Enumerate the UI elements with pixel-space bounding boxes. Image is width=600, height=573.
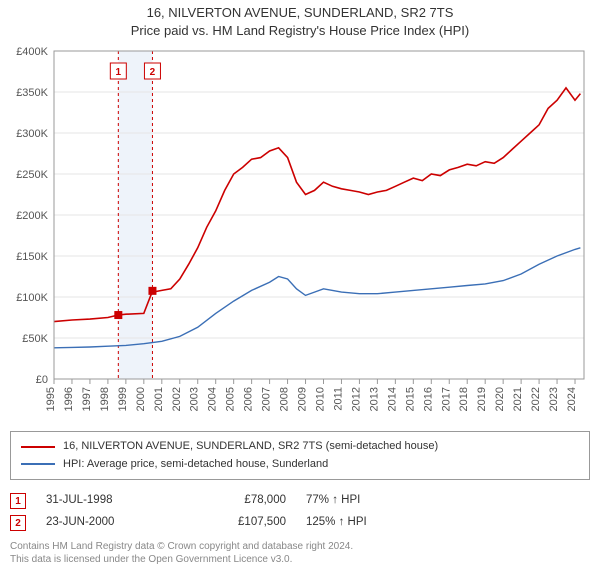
svg-text:2008: 2008 [279,387,291,411]
footer: Contains HM Land Registry data © Crown c… [10,540,590,567]
sale-hpi: 125% ↑ HPI [306,512,406,534]
sale-price: £78,000 [196,490,286,512]
sales-list: 1 31-JUL-1998 £78,000 77% ↑ HPI 2 23-JUN… [10,490,590,534]
svg-text:£100K: £100K [16,292,48,304]
svg-text:2001: 2001 [153,387,165,411]
legend-label-hpi: HPI: Average price, semi-detached house,… [63,456,328,474]
chart-title: 16, NILVERTON AVENUE, SUNDERLAND, SR2 7T… [10,4,590,39]
svg-text:1995: 1995 [45,387,57,411]
svg-text:£300K: £300K [16,128,48,140]
svg-text:1997: 1997 [81,387,93,411]
legend-swatch-property [21,446,55,448]
svg-text:2014: 2014 [386,387,398,411]
svg-text:2012: 2012 [350,387,362,411]
svg-text:2019: 2019 [476,387,488,411]
footer-line1: Contains HM Land Registry data © Crown c… [10,541,353,552]
svg-text:2024: 2024 [566,387,578,411]
legend: 16, NILVERTON AVENUE, SUNDERLAND, SR2 7T… [10,431,590,480]
sale-row: 2 23-JUN-2000 £107,500 125% ↑ HPI [10,512,590,534]
svg-text:2023: 2023 [548,387,560,411]
svg-text:1: 1 [116,67,122,78]
svg-text:2005: 2005 [225,387,237,411]
svg-text:2017: 2017 [440,387,452,411]
title-line1: 16, NILVERTON AVENUE, SUNDERLAND, SR2 7T… [147,5,454,20]
svg-text:2010: 2010 [314,387,326,411]
sale-date: 31-JUL-1998 [46,490,176,512]
sale-date: 23-JUN-2000 [46,512,176,534]
legend-row-hpi: HPI: Average price, semi-detached house,… [21,456,579,474]
svg-text:2006: 2006 [243,387,255,411]
svg-text:2016: 2016 [422,387,434,411]
svg-text:1999: 1999 [117,387,129,411]
svg-text:2020: 2020 [494,387,506,411]
price-chart: £0 £50K £100K £150K £200K £250K £300K £350K £400… [10,43,590,423]
svg-text:£50K: £50K [22,333,48,345]
legend-swatch-hpi [21,463,55,465]
chart-svg: £0 £50K £100K £150K £200K £250K £300K £350K £400… [10,43,590,423]
svg-text:2021: 2021 [512,387,524,411]
svg-text:2015: 2015 [404,387,416,411]
sale-hpi: 77% ↑ HPI [306,490,406,512]
sale-price: £107,500 [196,512,286,534]
legend-label-property: 16, NILVERTON AVENUE, SUNDERLAND, SR2 7T… [63,438,438,456]
svg-text:£350K: £350K [16,87,48,99]
legend-row-property: 16, NILVERTON AVENUE, SUNDERLAND, SR2 7T… [21,438,579,456]
svg-text:2013: 2013 [368,387,380,411]
svg-text:£400K: £400K [16,46,48,58]
svg-text:£250K: £250K [16,169,48,181]
svg-text:£150K: £150K [16,251,48,263]
svg-text:1996: 1996 [63,387,75,411]
sale-marker-2: 2 [10,515,26,531]
svg-text:2009: 2009 [297,387,309,411]
svg-text:2000: 2000 [135,387,147,411]
svg-text:2022: 2022 [530,387,542,411]
sale-row: 1 31-JUL-1998 £78,000 77% ↑ HPI [10,490,590,512]
svg-text:2007: 2007 [261,387,273,411]
svg-text:£0: £0 [36,374,48,386]
svg-text:2011: 2011 [332,387,344,411]
svg-text:2002: 2002 [171,387,183,411]
svg-text:1998: 1998 [99,387,111,411]
svg-text:£200K: £200K [16,210,48,222]
title-line2: Price paid vs. HM Land Registry's House … [131,23,469,38]
svg-text:2: 2 [150,67,156,78]
sale-marker-1: 1 [10,493,26,509]
svg-text:2004: 2004 [207,387,219,411]
svg-text:2018: 2018 [458,387,470,411]
svg-text:2003: 2003 [189,387,201,411]
